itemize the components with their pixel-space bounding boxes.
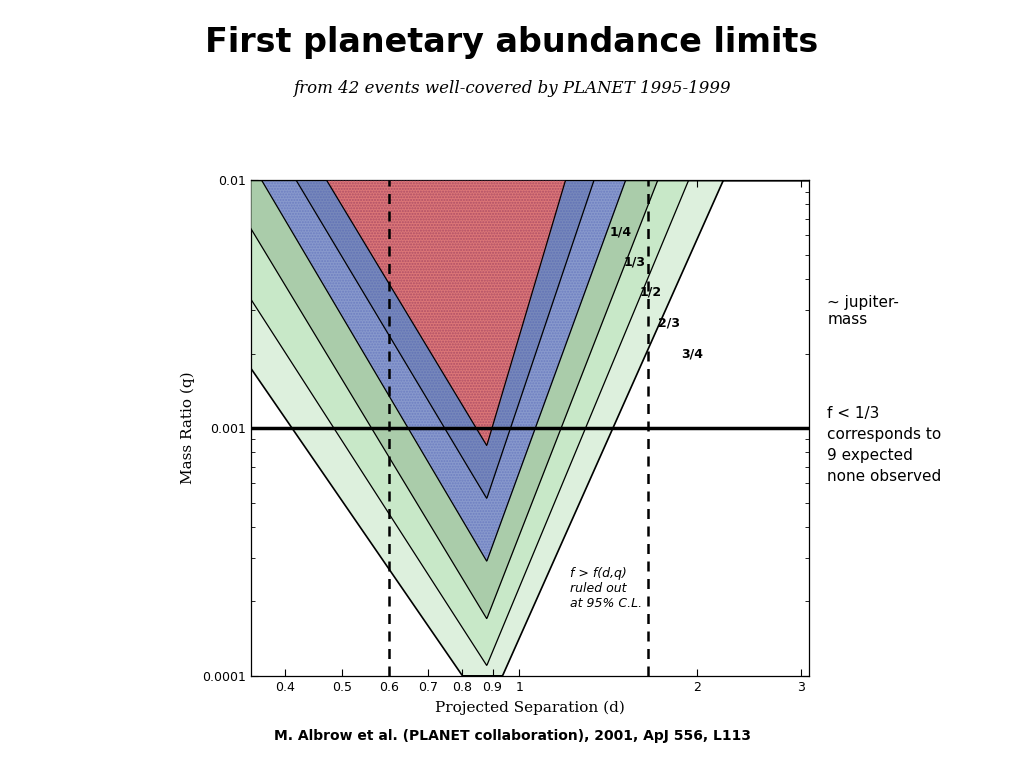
Text: 1/2: 1/2: [640, 286, 662, 299]
Y-axis label: Mass Ratio (q): Mass Ratio (q): [181, 372, 196, 485]
Text: 1/4: 1/4: [609, 225, 632, 238]
Text: M. Albrow et al. (PLANET collaboration), 2001, ApJ 556, L113: M. Albrow et al. (PLANET collaboration),…: [273, 729, 751, 743]
X-axis label: Projected Separation (d): Projected Separation (d): [435, 700, 625, 715]
Text: 1/3: 1/3: [624, 255, 645, 268]
Text: f > f(d,q)
ruled out
at 95% C.L.: f > f(d,q) ruled out at 95% C.L.: [570, 567, 642, 610]
Text: ~ jupiter-
mass: ~ jupiter- mass: [827, 295, 899, 327]
Text: First planetary abundance limits: First planetary abundance limits: [206, 26, 818, 58]
Text: 2/3: 2/3: [658, 317, 680, 329]
Text: from 42 events well-covered by PLANET 1995-1999: from 42 events well-covered by PLANET 19…: [293, 80, 731, 97]
Text: 3/4: 3/4: [681, 347, 703, 360]
Text: f < 1/3
corresponds to
9 expected
none observed: f < 1/3 corresponds to 9 expected none o…: [827, 406, 942, 485]
